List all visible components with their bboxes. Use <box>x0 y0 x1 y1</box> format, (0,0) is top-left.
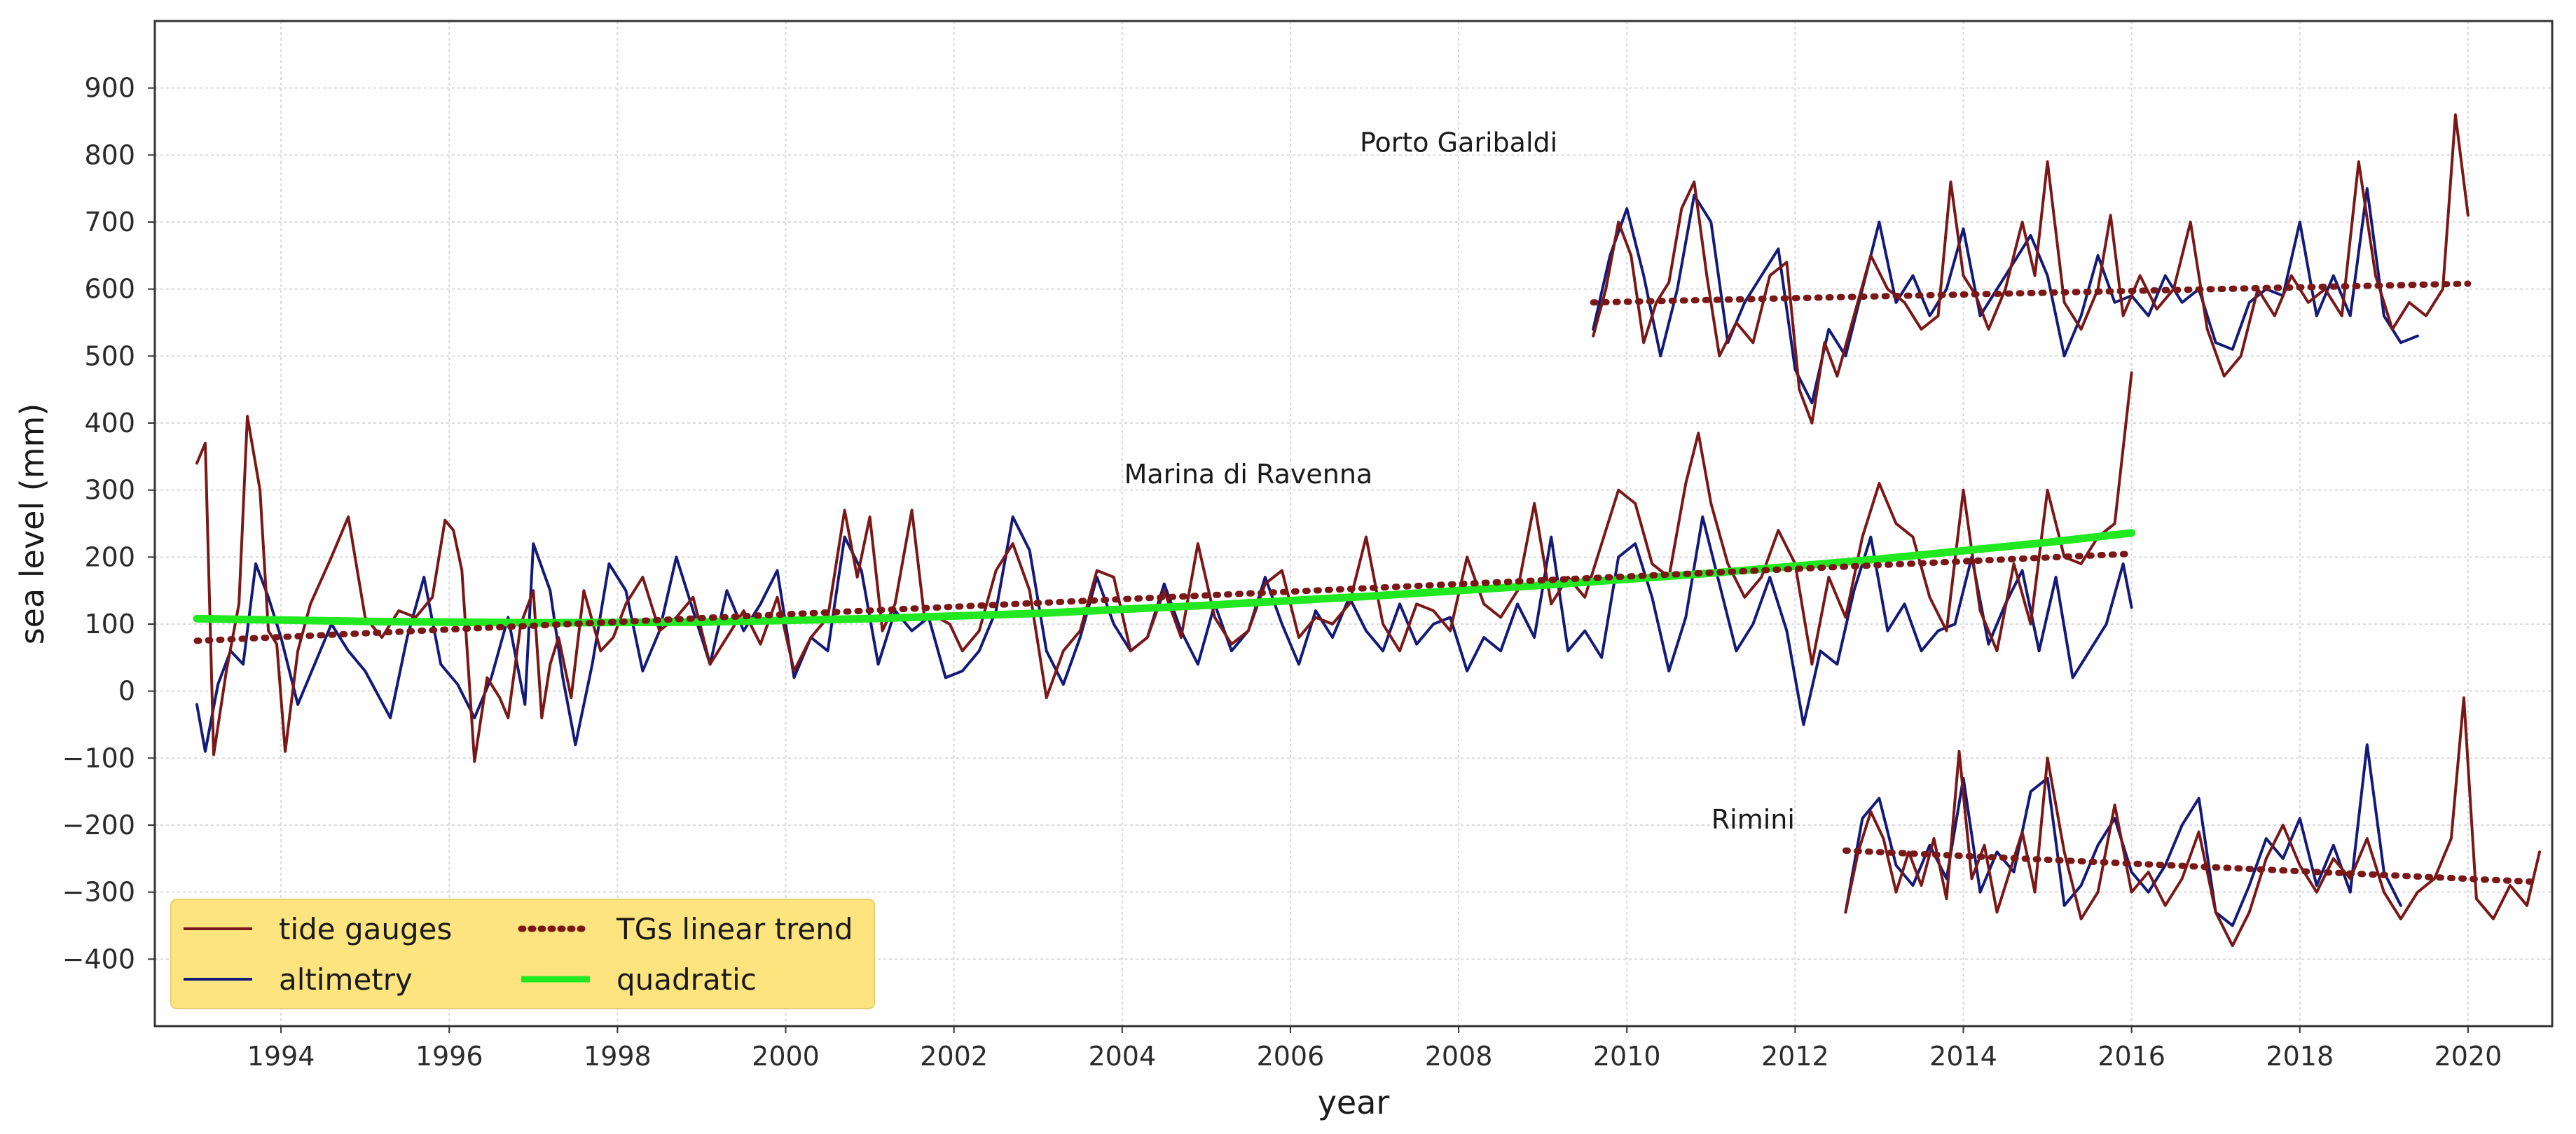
legend-label-quadratic: quadratic <box>617 962 757 997</box>
tick-label-x-2008: 2008 <box>1425 1041 1493 1072</box>
legend-box <box>170 899 875 1009</box>
series-marina-di-ravenna-tide-gauges <box>195 371 2133 763</box>
tick-label-y-0: 0 <box>118 676 135 707</box>
tick-label-x-2000: 2000 <box>752 1041 820 1072</box>
x-axis-label: year <box>1318 1084 1390 1121</box>
legend-label-tide-gauges: tide gauges <box>279 912 452 946</box>
tick-label-y-900: 900 <box>84 73 135 104</box>
station-annotations: Porto Garibaldi Marina di Ravenna Rimini <box>1124 127 1795 835</box>
tick-label-x-2012: 2012 <box>1761 1041 1829 1072</box>
series-marina-di-ravenna-linear-trend <box>193 551 2135 644</box>
tick-label-y-500: 500 <box>84 340 135 371</box>
series-rimini-tide-gauges <box>1844 696 2541 948</box>
tick-label-x-2014: 2014 <box>1929 1041 1997 1072</box>
tick-label-x-1994: 1994 <box>247 1041 315 1072</box>
series-rimini-linear-trend <box>1842 847 2543 885</box>
tick-label-y-300: 300 <box>84 475 135 506</box>
legend-label-linear-trend: TGs linear trend <box>616 912 853 946</box>
y-axis-label: sea level (mm) <box>13 403 51 645</box>
series-porto-garibaldi-tide-gauges <box>1592 113 2470 424</box>
tick-label-x-1998: 1998 <box>584 1041 652 1072</box>
tick-label-y-200: 200 <box>84 541 135 572</box>
series-porto-garibaldi-linear-trend <box>1590 280 2472 306</box>
tick-label-x-2006: 2006 <box>1257 1041 1325 1072</box>
tick-label-x-2020: 2020 <box>2434 1041 2502 1072</box>
legend-label-altimetry: altimetry <box>279 962 413 997</box>
tick-label-x-2010: 2010 <box>1593 1041 1661 1072</box>
tick-label-x-2002: 2002 <box>920 1041 988 1072</box>
annotation-porto-garibaldi: Porto Garibaldi <box>1360 127 1557 158</box>
tick-label-y--400: −400 <box>62 943 135 974</box>
tick-label-y-400: 400 <box>84 408 135 438</box>
plot-frame <box>153 20 2554 1028</box>
tick-label-y-700: 700 <box>84 207 135 237</box>
tick-label-y-800: 800 <box>84 139 135 170</box>
tick-label-y--100: −100 <box>62 742 135 773</box>
tick-label-y-100: 100 <box>84 609 135 639</box>
tick-label-x-2018: 2018 <box>2266 1041 2334 1072</box>
annotation-rimini: Rimini <box>1711 804 1795 835</box>
tick-label-y-600: 600 <box>84 274 135 305</box>
annotation-marina-di-ravenna: Marina di Ravenna <box>1124 459 1373 490</box>
axis-ticks: 1994 1996 1998 2000 2002 2004 2006 2008 2010 2012… <box>62 73 2502 1072</box>
tick-label-x-2004: 2004 <box>1088 1041 1156 1072</box>
legend: tide gauges altimetry TGs linear trend q… <box>170 899 875 1009</box>
tick-label-x-1996: 1996 <box>415 1041 483 1072</box>
tick-label-y--200: −200 <box>62 810 135 841</box>
tick-label-y--300: −300 <box>62 877 135 908</box>
tick-label-x-2016: 2016 <box>2098 1041 2165 1072</box>
data-series <box>193 113 2543 948</box>
